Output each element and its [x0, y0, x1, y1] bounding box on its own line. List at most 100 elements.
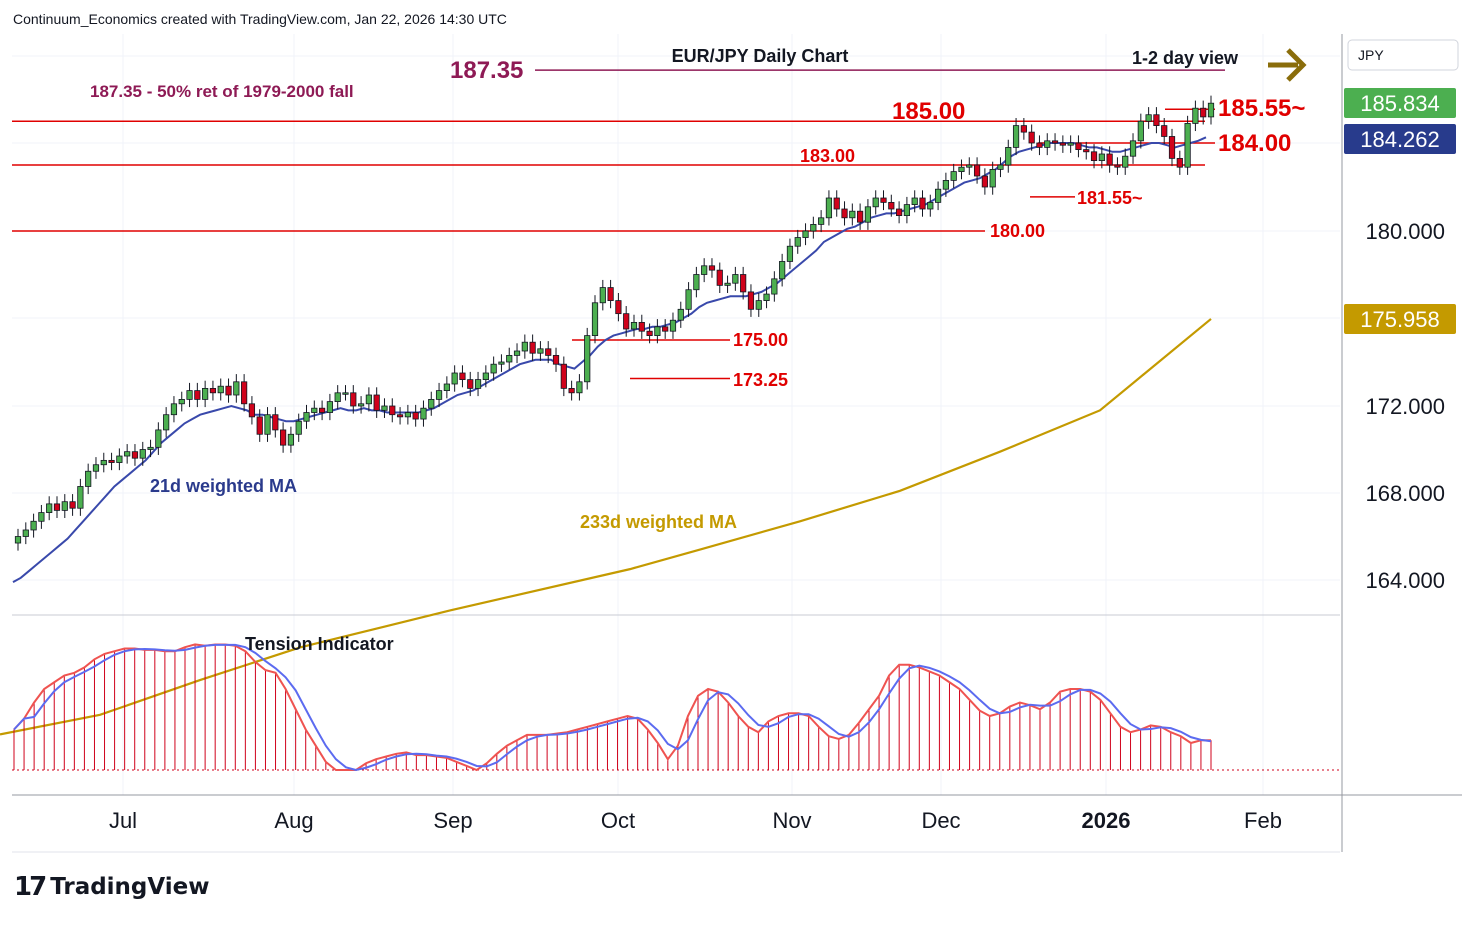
candle — [958, 159, 965, 180]
candle — [552, 347, 560, 372]
candle — [568, 380, 575, 401]
candle — [989, 161, 996, 195]
tension-indicator — [12, 643, 1340, 772]
candle — [623, 306, 630, 337]
tension-line — [13, 643, 1211, 772]
level-label-181-55: 181.55~ — [1077, 188, 1143, 208]
candle — [1012, 117, 1020, 156]
candle — [124, 444, 131, 464]
ma233-series-line — [0, 318, 1212, 736]
price-badge-last — [1344, 88, 1456, 118]
chart-title: EUR/JPY Daily Chart — [672, 46, 849, 66]
candle — [825, 190, 833, 226]
candle — [724, 275, 731, 293]
candle — [1020, 117, 1027, 140]
candle — [1090, 144, 1098, 169]
candle — [1176, 150, 1183, 175]
candle — [389, 398, 396, 423]
candle — [131, 444, 139, 466]
candle — [404, 404, 411, 425]
candle — [474, 371, 482, 397]
level-label-183-00: 183.00 — [800, 146, 855, 166]
level-label-185-55: 185.55~ — [1218, 95, 1305, 122]
candle — [911, 190, 918, 213]
candle — [950, 163, 957, 189]
candle — [303, 404, 310, 429]
y-tick-label: 180.000 — [1365, 219, 1445, 244]
candle — [662, 319, 669, 339]
candle — [1184, 115, 1191, 175]
candle — [381, 398, 388, 418]
candle — [1098, 146, 1105, 169]
candle — [630, 314, 638, 337]
candle — [482, 365, 489, 388]
candle — [560, 356, 567, 397]
candle — [1083, 141, 1090, 160]
candle — [186, 382, 193, 408]
candle — [701, 258, 708, 283]
level-label-173-25: 173.25 — [733, 370, 788, 390]
candle — [607, 279, 614, 309]
candle — [217, 378, 224, 401]
candle — [287, 426, 295, 453]
candle — [108, 452, 115, 471]
candle — [116, 448, 123, 471]
candle — [779, 253, 786, 287]
axes: Jul Aug Sep Oct Nov Dec 2026 Feb 164.000 168.000 1… — [109, 219, 1445, 833]
x-tick-label: Oct — [601, 808, 635, 833]
tv-logo-icon: 17 — [14, 872, 47, 902]
candle — [147, 439, 154, 458]
candle — [1028, 124, 1035, 151]
candle — [755, 292, 762, 317]
candle — [498, 354, 505, 372]
candle — [545, 341, 552, 364]
candle — [373, 387, 380, 418]
price-badge-ma21 — [1344, 124, 1456, 154]
candle — [451, 365, 458, 392]
candle — [443, 376, 450, 399]
candle — [529, 334, 536, 361]
candle — [1059, 135, 1066, 153]
candle — [732, 266, 739, 291]
candle — [233, 374, 240, 403]
candle — [973, 157, 981, 184]
candle — [1106, 146, 1113, 173]
target-note: 187.35 - 50% ret of 1979-2000 fall — [90, 82, 354, 101]
candle — [740, 266, 747, 300]
candle — [22, 522, 29, 545]
candle — [295, 413, 302, 442]
candle — [872, 190, 879, 215]
price-badge-ma233 — [1344, 304, 1456, 334]
candle — [326, 393, 333, 421]
candle — [833, 190, 840, 217]
candle — [981, 168, 988, 195]
view-arrow-icon — [1268, 48, 1307, 82]
candle — [202, 380, 209, 408]
candle — [334, 385, 341, 410]
candle — [1153, 107, 1160, 134]
candle — [350, 385, 357, 414]
candle — [903, 196, 911, 224]
candle — [576, 374, 583, 401]
candle — [69, 494, 76, 516]
candle — [677, 301, 684, 328]
candle — [646, 323, 653, 344]
currency-button[interactable] — [1347, 39, 1459, 71]
candle — [318, 400, 326, 421]
candle — [693, 266, 700, 298]
candle — [880, 190, 887, 211]
y-tick-label: 168.000 — [1365, 481, 1445, 506]
x-tick-label: Aug — [274, 808, 313, 833]
candle — [818, 210, 825, 233]
candle — [100, 452, 107, 473]
candle — [810, 216, 817, 239]
candle — [38, 504, 45, 529]
candle — [248, 396, 256, 425]
candle — [1192, 100, 1199, 132]
candle — [942, 172, 949, 197]
candle — [1051, 133, 1059, 151]
x-tick-label: 2026 — [1082, 808, 1131, 833]
candle — [194, 382, 201, 408]
tradingview-logo[interactable]: 17 TradingView — [14, 872, 210, 902]
